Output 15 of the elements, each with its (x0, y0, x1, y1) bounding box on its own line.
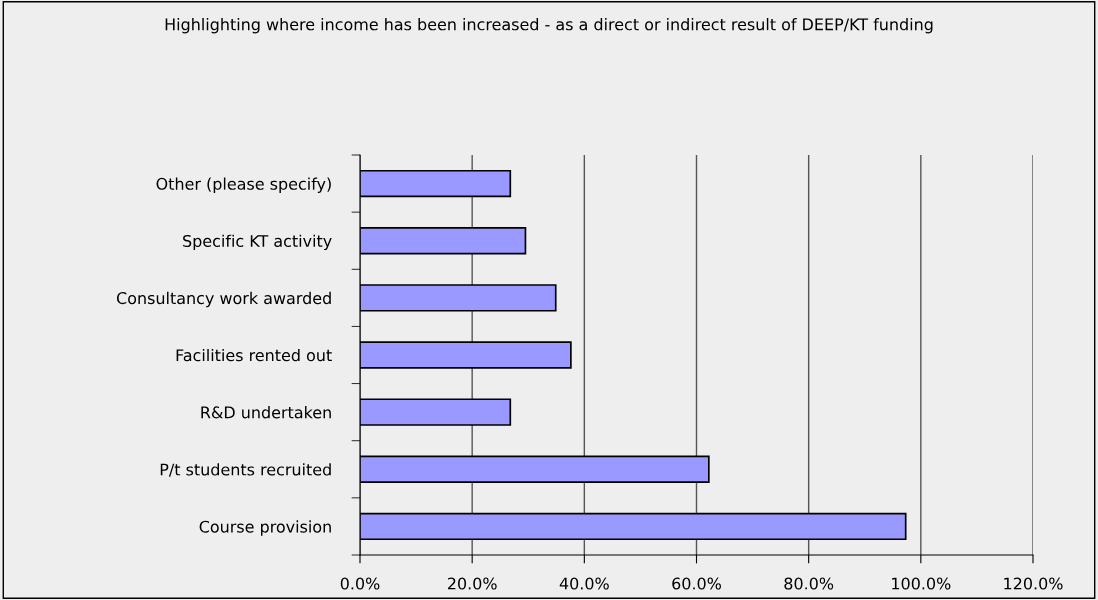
y-tick-label: R&D undertaken (201, 406, 331, 419)
x-tick-label: 40.0% (559, 577, 609, 590)
y-tick-label: Consultancy work awarded (116, 291, 331, 308)
y-tick-label: P/t students recruited (160, 463, 331, 477)
y-tick-label: Facilities rented out (176, 348, 332, 362)
y-tick-label: Course provision (199, 520, 331, 536)
chart-title: Highlighting where income has been increased - as a direct or indirect result of DEEP/KT funding (165, 18, 933, 34)
x-tick-label: 60.0% (672, 577, 721, 590)
x-tick-label: 80.0% (784, 577, 834, 590)
x-tick-label: 100.0% (892, 577, 951, 590)
x-tick-label: 120.0% (1004, 577, 1063, 590)
y-tick-label: Other (please specify) (156, 177, 331, 193)
x-tick-label: 20.0% (447, 577, 497, 590)
y-tick-label: Specific KT activity (183, 234, 332, 251)
x-tick-label: 0.0% (340, 577, 380, 590)
